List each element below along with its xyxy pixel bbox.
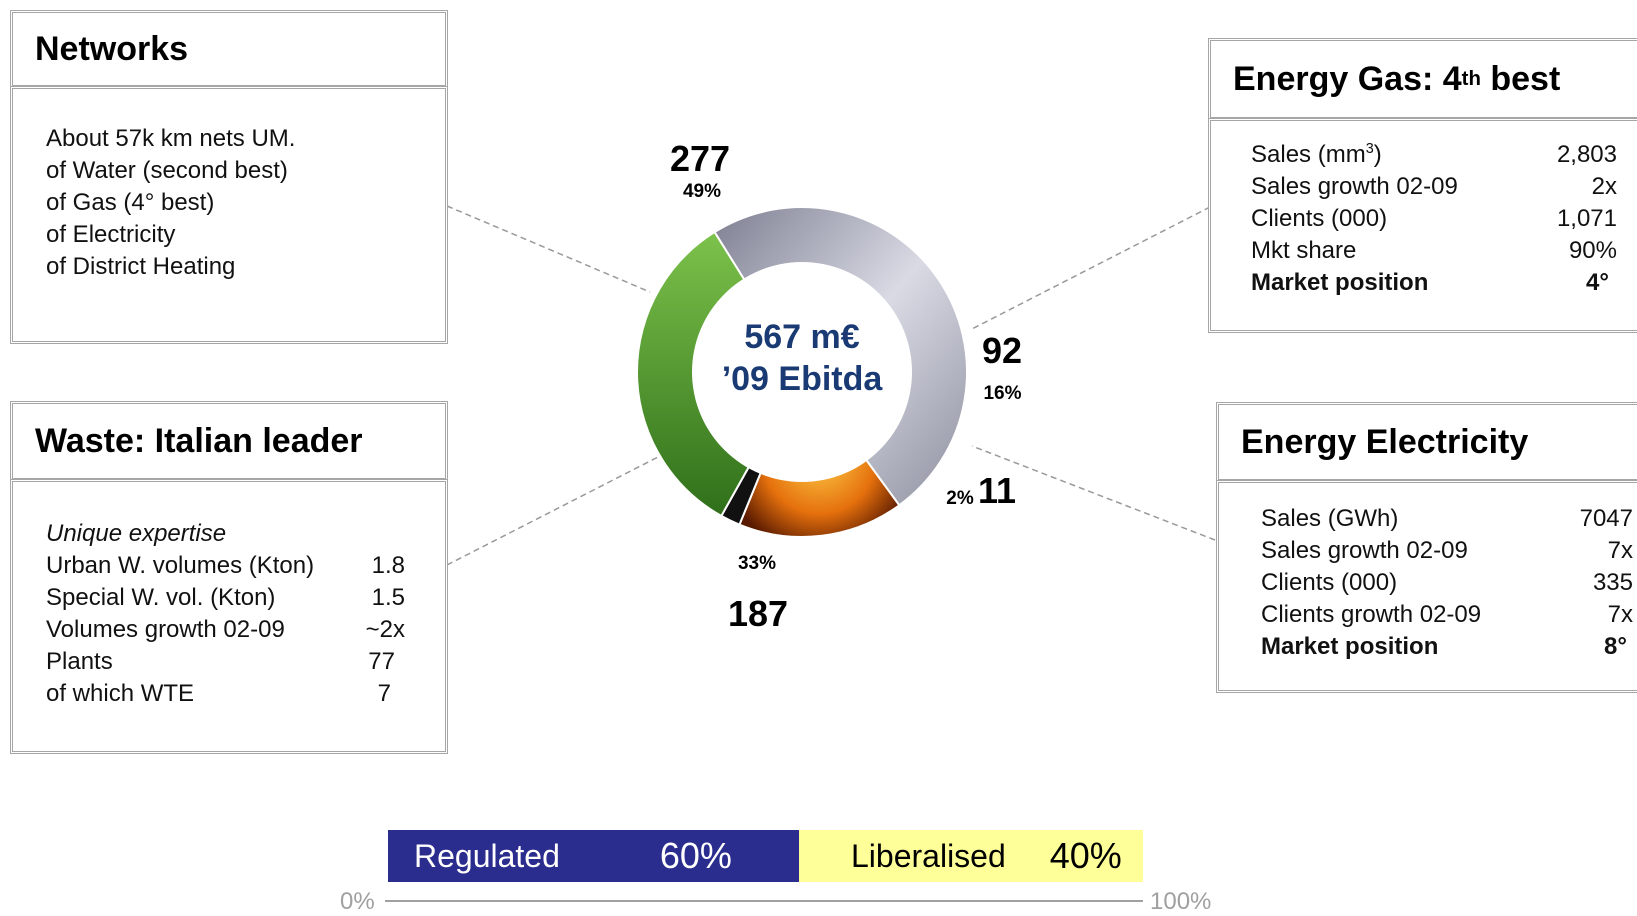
- regulated-segment: Regulated 60%: [388, 830, 799, 882]
- slice-value-networks: 277: [669, 138, 731, 179]
- electricity-row-value: 7047: [1579, 505, 1633, 532]
- networks-line: of Electricity: [46, 221, 176, 248]
- waste-row-label: of which WTE: [46, 680, 195, 707]
- networks-line: of District Heating: [46, 253, 236, 280]
- networks-body: About 57k km nets UM. of Water (second b…: [10, 86, 448, 344]
- networks-line: of Water (second best): [46, 157, 288, 184]
- electricity-position-value: 8°: [1604, 633, 1627, 660]
- networks-line: About 57k km nets UM.: [46, 125, 296, 152]
- waste-row: Volumes growth 02-09 ~2x: [46, 614, 405, 646]
- electricity-row-value: 7x: [1607, 537, 1633, 564]
- gas-row-value: 2x: [1591, 173, 1617, 200]
- waste-row-label: Volumes growth 02-09: [46, 616, 285, 643]
- liberalised-label: Liberalised: [851, 837, 1006, 874]
- networks-title: Networks: [10, 10, 448, 88]
- donut-hole: [692, 262, 912, 482]
- networks-line: of Gas (4° best): [46, 189, 215, 216]
- gas-position-value: 4°: [1586, 269, 1609, 296]
- waste-row: Plants 77: [46, 646, 405, 678]
- gas-body: Sales (mm3) 2,803 Sales growth 02-09 2x Cl…: [1208, 118, 1637, 333]
- slice-value-waste: 187: [727, 593, 789, 634]
- electricity-row-value: 7x: [1607, 601, 1633, 628]
- connector-waste: [446, 455, 661, 566]
- connector-electricity: [971, 445, 1216, 541]
- donut-center-value: 567 m€: [744, 318, 860, 356]
- waste-body: Unique expertise Urban W. volumes (Kton)…: [10, 479, 448, 754]
- gas-row-value: 90%: [1568, 237, 1617, 264]
- gas-row-label: Sales growth 02-09: [1251, 173, 1458, 200]
- waste-row-label: Special W. vol. (Kton): [46, 584, 276, 611]
- waste-subtitle: Unique expertise: [46, 520, 227, 547]
- waste-row: of which WTE 7: [46, 678, 405, 710]
- connector-gas: [969, 206, 1211, 331]
- waste-panel: Waste: Italian leader Unique expertise U…: [10, 401, 448, 754]
- electricity-row-label: Sales (GWh): [1261, 505, 1399, 532]
- waste-row: Special W. vol. (Kton) 1.5: [46, 582, 405, 614]
- waste-title: Waste: Italian leader: [10, 401, 448, 481]
- gas-title-main: Energy Gas: 4: [1233, 59, 1462, 98]
- waste-row-label: Urban W. volumes (Kton): [46, 552, 315, 579]
- gas-row-label: Sales (mm3): [1251, 141, 1382, 168]
- electricity-row-label: Clients growth 02-09: [1261, 601, 1482, 628]
- slice-value-gas: 92: [981, 330, 1023, 371]
- slice-pct-waste: 33%: [737, 553, 777, 574]
- gas-row: Clients (000) 1,071: [1251, 203, 1617, 235]
- electricity-panel: Energy Electricity Sales (GWh) 7047 Sales…: [1216, 402, 1637, 693]
- donut-center-caption: ’09 Ebitda: [721, 360, 883, 398]
- slice-value-electricity: 11: [977, 470, 1017, 511]
- electricity-row: Clients (000) 335: [1261, 567, 1633, 599]
- axis-max-label: 100%: [1150, 888, 1212, 915]
- gas-position-label: Market position: [1251, 269, 1429, 296]
- waste-row: Urban W. volumes (Kton) 1.8: [46, 550, 405, 582]
- waste-row-value: ~2x: [365, 616, 405, 643]
- electricity-row: Sales growth 02-09 7x: [1261, 535, 1633, 567]
- waste-row-value: 1.5: [371, 584, 405, 611]
- waste-row-label: Plants: [46, 648, 113, 675]
- regulated-label: Regulated: [414, 837, 560, 874]
- electricity-position-label: Market position: [1261, 633, 1439, 660]
- liberalised-segment: Liberalised 40%: [799, 830, 1143, 882]
- gas-row: Sales growth 02-09 2x: [1251, 171, 1617, 203]
- connector-networks: [446, 205, 651, 293]
- waste-row-value: 7: [377, 680, 391, 707]
- electricity-row-label: Clients (000): [1261, 569, 1398, 596]
- electricity-row: Sales (GWh) 7047: [1261, 503, 1633, 535]
- electricity-market-position: Market position 8°: [1261, 631, 1633, 663]
- slice-pct-gas: 16%: [983, 383, 1022, 404]
- slice-pct-electricity: 2%: [946, 488, 974, 509]
- waste-row-value: 77: [368, 648, 395, 675]
- gas-row-value: 1,071: [1556, 205, 1617, 232]
- waste-row-value: 1.8: [371, 552, 405, 579]
- electricity-row: Clients growth 02-09 7x: [1261, 599, 1633, 631]
- ebitda-donut-chart: [636, 206, 968, 538]
- gas-row-label: Clients (000): [1251, 205, 1388, 232]
- gas-market-position: Market position 4°: [1251, 267, 1617, 299]
- liberalised-pct: 40%: [1049, 835, 1122, 876]
- gas-row-value: 2,803: [1556, 141, 1617, 168]
- regulated-pct: 60%: [659, 835, 732, 876]
- gas-row: Sales (mm3) 2,803: [1251, 139, 1617, 171]
- electricity-title: Energy Electricity: [1216, 402, 1637, 482]
- gas-row-label: Mkt share: [1251, 237, 1357, 264]
- slice-pct-networks: 49%: [682, 181, 722, 202]
- gas-row: Mkt share 90%: [1251, 235, 1617, 267]
- electricity-body: Sales (GWh) 7047 Sales growth 02-09 7x Cli…: [1216, 480, 1637, 693]
- networks-panel: Networks About 57k km nets UM. of Water …: [10, 10, 448, 344]
- gas-title-end: best: [1480, 59, 1561, 98]
- electricity-row-label: Sales growth 02-09: [1261, 537, 1468, 564]
- electricity-row-value: 335: [1592, 569, 1633, 596]
- axis-min-label: 0%: [340, 888, 375, 915]
